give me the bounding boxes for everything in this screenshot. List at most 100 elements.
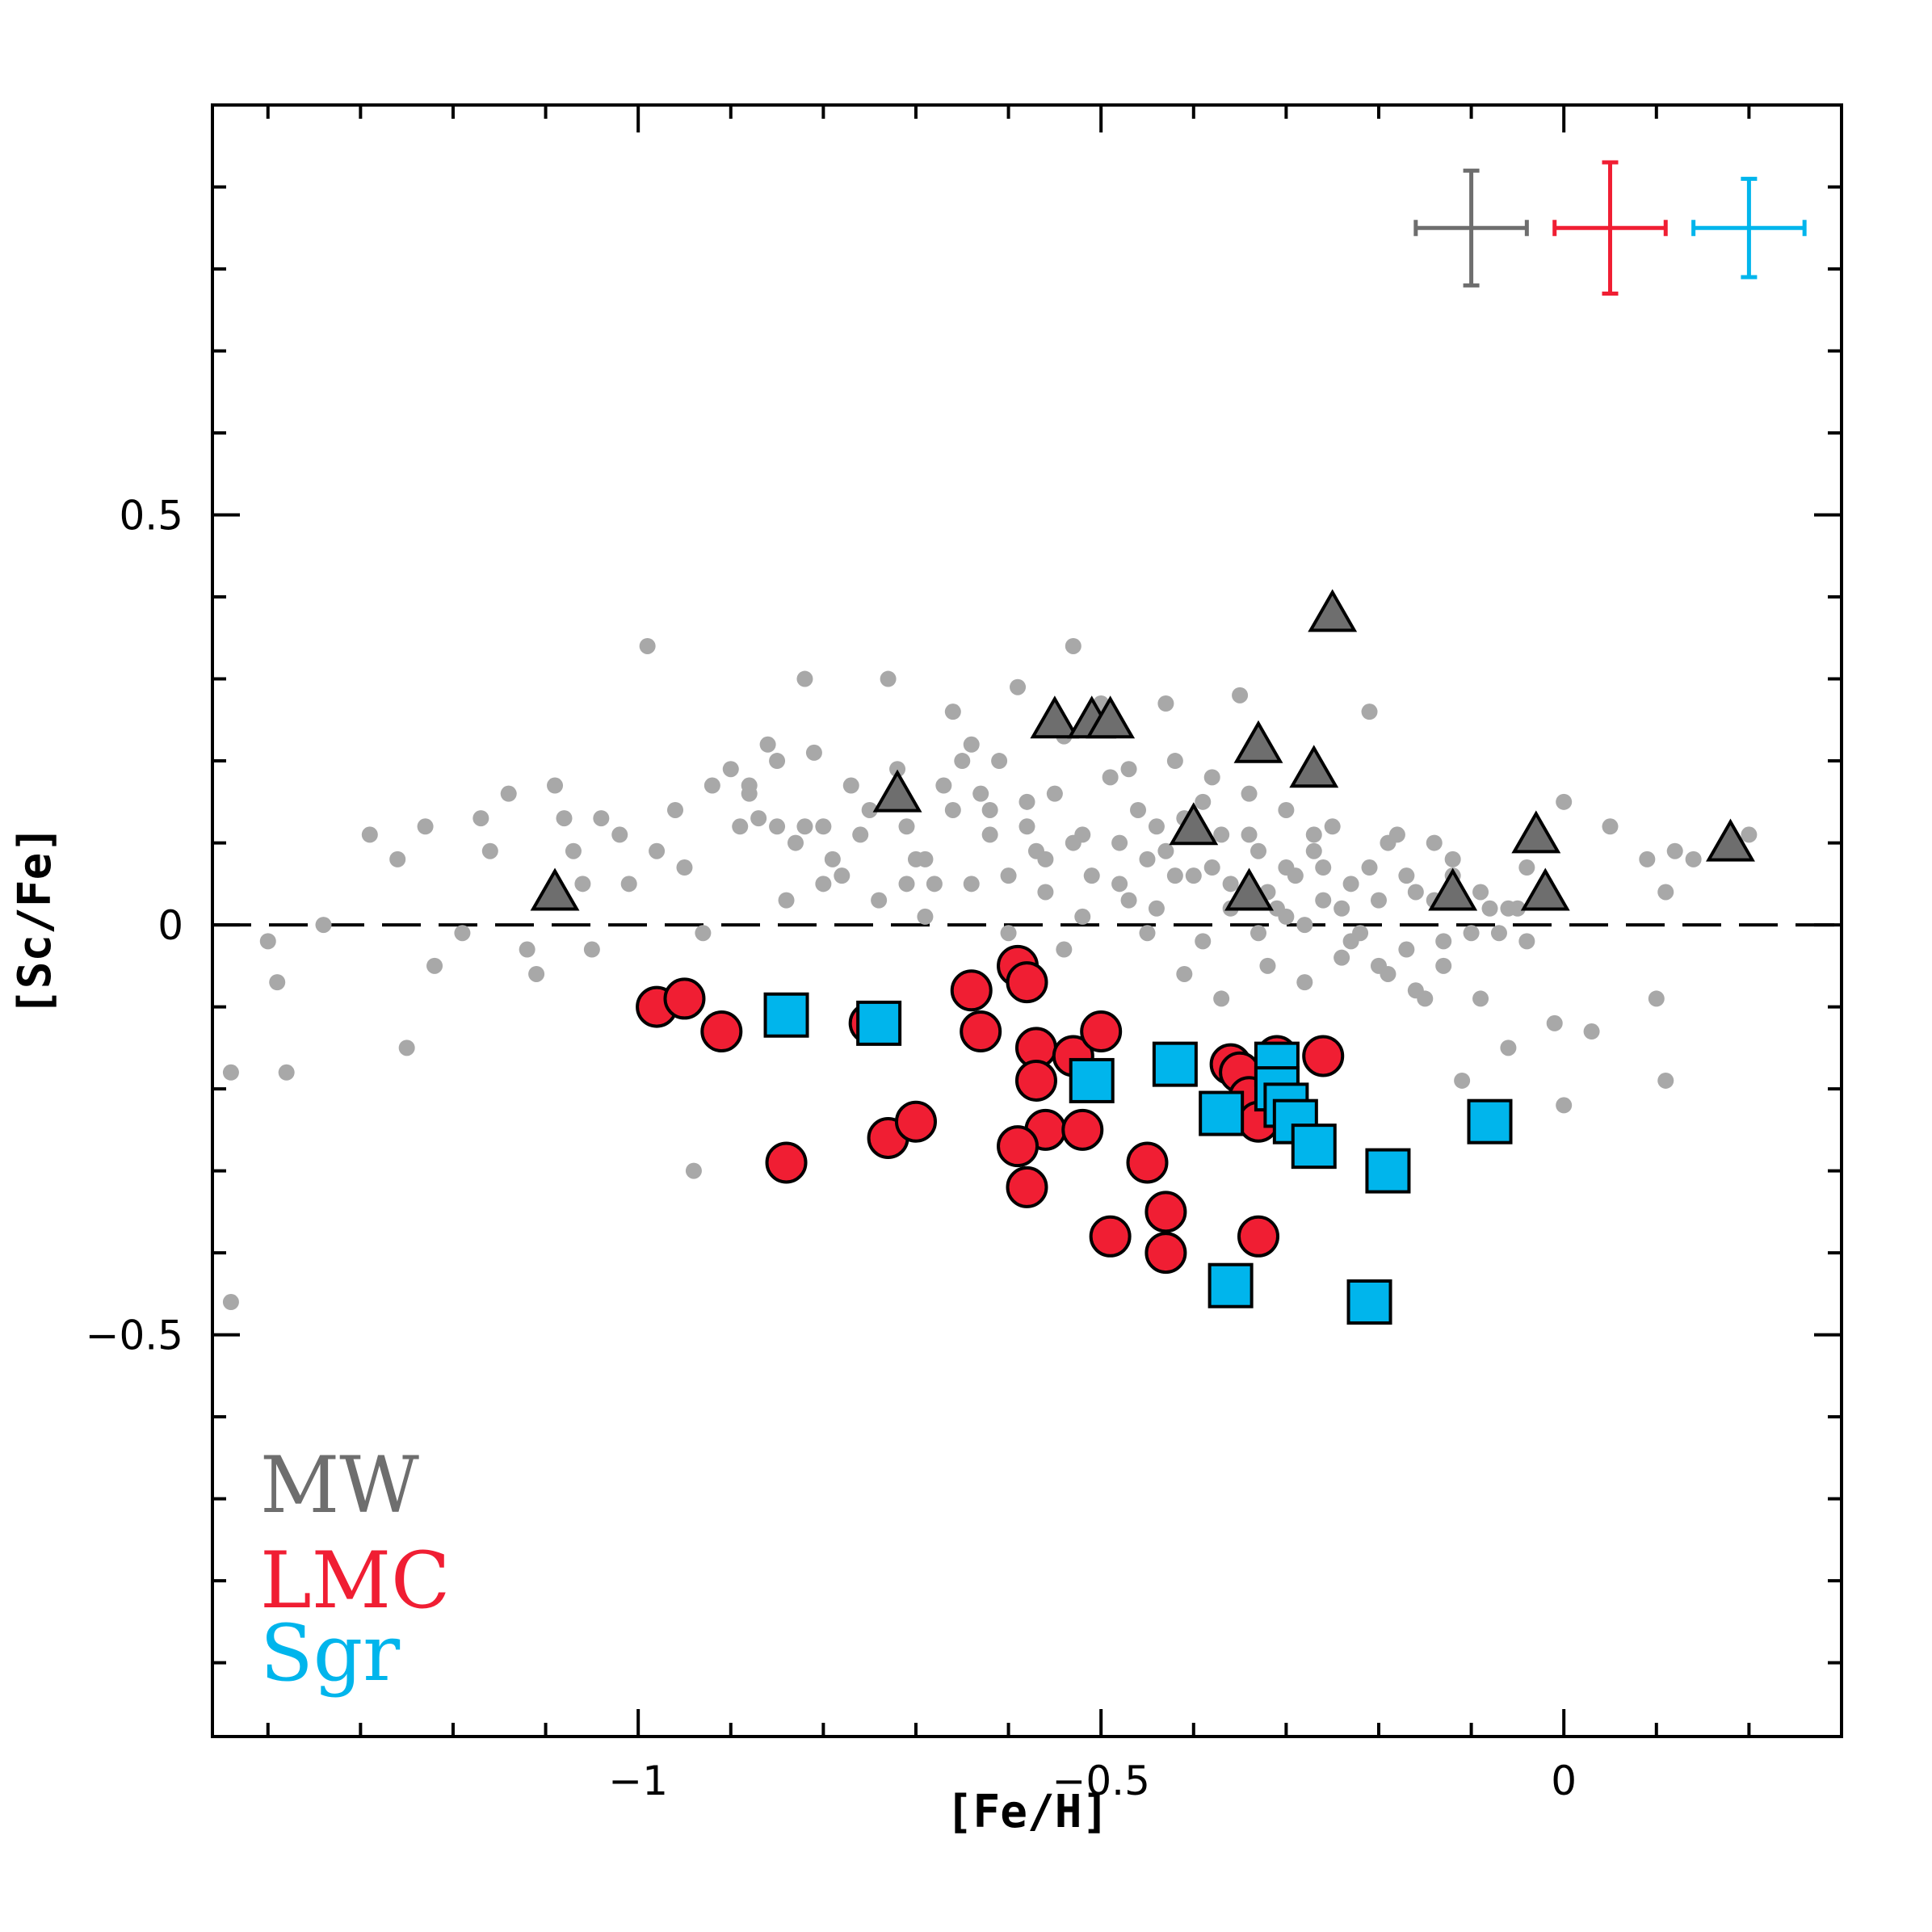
mw-triangle-marker [872, 769, 922, 813]
mw-field-point [1334, 949, 1350, 966]
mw-field-point [565, 842, 582, 859]
sgr-square-marker [1199, 1090, 1245, 1136]
legend-sgr: Sgr [260, 1608, 400, 1699]
mw-field-point [1296, 917, 1313, 934]
mw-field-point [1370, 957, 1387, 974]
mw-field-point [1166, 867, 1183, 884]
mw-field-point [1444, 850, 1461, 867]
sgr-square-marker [1291, 1124, 1337, 1170]
legend-lmc: LMC [260, 1535, 451, 1626]
y-tick-label: 0.5 [119, 493, 183, 540]
mw-field-point [222, 1294, 239, 1311]
mw-field-point [1490, 925, 1507, 942]
mw-field-point [583, 941, 600, 958]
mw-field-point [750, 810, 767, 827]
lmc-circle-marker [894, 1100, 937, 1143]
mw-field-point [1741, 826, 1758, 843]
mw-field-point [1148, 900, 1165, 917]
mw-field-point [991, 753, 1008, 770]
mw-field-point [1361, 704, 1378, 720]
mw-field-point [1454, 1072, 1471, 1089]
mw-field-point [1370, 892, 1387, 909]
mw-field-point [1130, 801, 1147, 818]
lmc-circle-marker [1144, 1191, 1187, 1233]
mw-field-point [1657, 884, 1674, 901]
mw-field-point [556, 810, 573, 827]
mw-field-point [1195, 933, 1212, 950]
mw-triangle-marker [1511, 810, 1561, 854]
mw-field-point [1250, 842, 1267, 859]
mw-field-point [1010, 678, 1027, 695]
mw-field-point [611, 826, 628, 843]
mw-field-point [981, 801, 998, 818]
sgr-square-marker [856, 1000, 902, 1046]
lmc-circle-marker [663, 977, 706, 1020]
mw-field-point [1166, 753, 1183, 770]
lmc-circle-marker [765, 1141, 808, 1184]
mw-field-point [547, 777, 564, 794]
mw-field-point [315, 917, 332, 934]
mw-field-point [824, 850, 841, 867]
lmc-circle-marker [700, 1010, 743, 1053]
mw-field-point [269, 974, 286, 991]
mw-field-point [1639, 850, 1656, 867]
mw-field-point [1083, 867, 1100, 884]
mw-triangle-marker [1030, 695, 1080, 739]
x-tick-label: −0.5 [1052, 1758, 1149, 1804]
mw-field-point [1065, 834, 1082, 851]
lmc-circle-marker [1014, 1059, 1057, 1102]
mw-field-point [1278, 859, 1295, 876]
lmc-circle-marker [1126, 1141, 1169, 1184]
mw-field-point [963, 736, 980, 753]
lmc-circle-marker [1006, 1166, 1048, 1208]
mw-field-point [1000, 925, 1017, 942]
mw-field-point [815, 818, 832, 835]
error-bar-mw [1413, 168, 1529, 288]
lmc-circle-marker [1237, 1215, 1280, 1258]
mw-field-point [398, 1040, 415, 1056]
mw-field-point [639, 637, 656, 654]
sgr-square-marker [1365, 1148, 1411, 1194]
mw-field-point [1556, 1097, 1573, 1114]
lmc-circle-marker [1061, 1108, 1104, 1151]
lmc-circle-marker [1080, 1010, 1123, 1053]
error-bar-lmc [1552, 160, 1668, 296]
mw-field-point [278, 1064, 295, 1081]
mw-field-point [593, 810, 610, 827]
mw-field-point [1342, 876, 1359, 892]
mw-field-point [963, 876, 980, 892]
mw-field-point [926, 876, 943, 892]
mw-field-point [880, 670, 897, 687]
mw-field-point [1074, 908, 1091, 925]
mw-field-point [935, 777, 952, 794]
mw-field-point [1195, 793, 1212, 810]
mw-field-point [1102, 769, 1119, 786]
mw-field-point [1407, 982, 1424, 999]
mw-field-point [1435, 957, 1452, 974]
mw-field-point [1157, 842, 1174, 859]
mw-field-point [981, 826, 998, 843]
mw-field-point [944, 801, 961, 818]
x-tick-label: 0 [1551, 1758, 1577, 1804]
mw-field-point [898, 876, 915, 892]
mw-field-point [1407, 884, 1424, 901]
mw-field-point [1556, 793, 1573, 810]
mw-field-point [1111, 876, 1128, 892]
mw-field-point [1241, 785, 1258, 802]
mw-field-point [787, 834, 804, 851]
mw-triangle-marker [1308, 589, 1358, 632]
mw-field-point [472, 810, 489, 827]
mw-field-point [769, 818, 786, 835]
mw-field-point [454, 925, 471, 942]
mw-field-point [769, 753, 786, 770]
mw-triangle-marker [1289, 745, 1339, 788]
lmc-circle-marker [960, 1010, 1002, 1053]
mw-field-point [481, 842, 498, 859]
mw-field-point [944, 704, 961, 720]
mw-field-point [1037, 884, 1054, 901]
mw-field-point [1463, 925, 1480, 942]
mw-field-point [1185, 867, 1202, 884]
mw-field-point [1398, 867, 1415, 884]
mw-field-point [1018, 818, 1035, 835]
